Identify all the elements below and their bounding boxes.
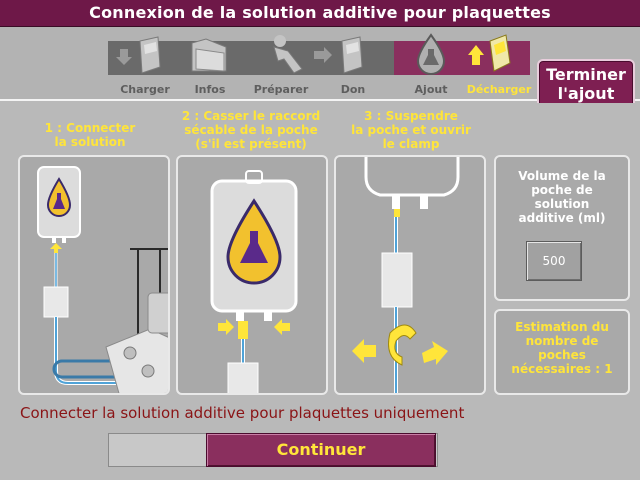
volume-value-button[interactable]: 500 [526, 241, 582, 281]
step-progress-bar: Charger Infos Préparer Don Ajout [0, 27, 640, 109]
donor-icon [273, 35, 332, 74]
step-preparer: Préparer [240, 29, 350, 96]
instruction-caption-2: 2 : Casser le raccord sécable de la poch… [181, 109, 321, 151]
finish-button-line2: l'ajout [557, 84, 615, 103]
illustration-break-connector [176, 155, 328, 395]
illustration-hang-and-clamp [334, 155, 486, 395]
step-label: Charger [120, 83, 170, 96]
estimate-panel: Estimation du nombre de poches nécessair… [494, 309, 630, 395]
illustration-connect-solution [18, 155, 170, 395]
flask-drop-icon [416, 33, 446, 75]
step-label: Infos [194, 83, 226, 96]
finish-button-line1: Terminer [546, 65, 626, 84]
step-decharger: Décharger [464, 29, 534, 96]
step-label: Préparer [253, 83, 309, 96]
step-label: Ajout [414, 83, 448, 96]
hang-bag-illustration [352, 157, 460, 393]
step-infos: Infos [180, 29, 240, 96]
continue-button[interactable]: Continuer [206, 433, 436, 467]
instruction-caption-1: 1 : Connecter la solution [44, 121, 136, 149]
step-charger: Charger [110, 29, 180, 96]
cassette-icon [116, 36, 161, 74]
estimate-label: Estimation du nombre de poches nécessair… [511, 320, 613, 376]
volume-panel: Volume de la poche de solution additive … [494, 155, 630, 301]
folder-icon [191, 38, 227, 72]
step-label: Décharger [466, 83, 532, 96]
main-content: 1 : Connecter la solution 2 : Casser le … [0, 103, 640, 480]
cassette-icon [341, 36, 363, 74]
step-ajout: Ajout [398, 29, 464, 96]
step-don: Don [330, 29, 380, 96]
instruction-caption-3: 3 : Suspendre la poche et ouvrir le clam… [351, 109, 471, 151]
connect-solution-illustration [37, 166, 168, 393]
break-connector-illustration [210, 170, 298, 393]
unload-cassette-icon [468, 34, 511, 72]
step-label: Don [340, 83, 366, 96]
instruction-message: Connecter la solution additive pour plaq… [20, 404, 465, 422]
finish-addition-button[interactable]: Terminer l'ajout [537, 59, 635, 109]
title-bar: Connexion de la solution additive pour p… [0, 0, 640, 27]
page-title: Connexion de la solution additive pour p… [89, 3, 551, 22]
volume-label: Volume de la poche de solution additive … [518, 169, 606, 225]
